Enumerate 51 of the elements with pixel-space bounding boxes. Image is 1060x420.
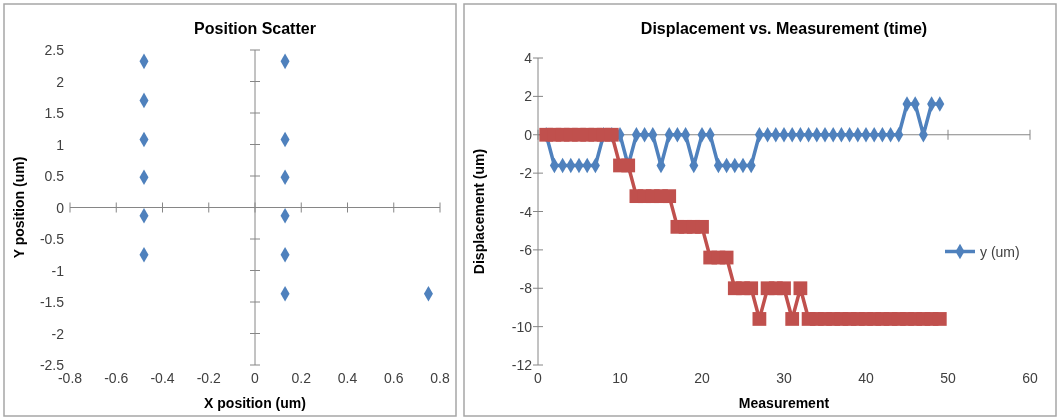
y-tick-label: -2: [51, 325, 65, 342]
chart-title: Position Scatter: [194, 20, 316, 37]
y-tick-label: 0: [56, 199, 65, 216]
x-tick-label: -0.8: [57, 370, 83, 386]
y-tick-label: -2: [519, 165, 533, 182]
x-tick-label: 0.6: [384, 370, 404, 386]
x-tick-label: 50: [940, 370, 956, 386]
x-tick-label: 20: [694, 370, 710, 386]
y-tick-label: 4: [524, 50, 533, 66]
y-tick-label: -1: [51, 262, 65, 279]
y-tick-label: -8: [519, 280, 533, 297]
x-tick-label: 10: [612, 370, 628, 386]
x-axis-title: X position (um): [204, 395, 306, 411]
y-tick-label: 1.5: [44, 105, 65, 121]
y-axis-title: Y position (um): [11, 156, 27, 259]
x-tick-label: 40: [858, 370, 874, 386]
y-tick-label: 1: [56, 136, 65, 153]
y-tick-label: 0: [524, 126, 533, 143]
x-tick-label: 60: [1022, 370, 1038, 386]
x-tick-label: 0.8: [430, 370, 450, 386]
chart-title: Displacement vs. Measurement (time): [640, 20, 928, 37]
y-tick-label: -10: [511, 318, 533, 335]
y-tick-label: -6: [519, 241, 533, 258]
y-tick-label: 0.5: [44, 168, 65, 184]
y-tick-label: 2.5: [44, 42, 65, 58]
x-tick-label: 0: [251, 370, 260, 386]
x-tick-label: 0: [534, 370, 543, 386]
x-tick-label: -0.6: [104, 370, 129, 386]
x-tick-label: 0.4: [337, 370, 358, 386]
x-axis-title: Measurement: [738, 395, 830, 411]
point: [932, 312, 947, 326]
point: [744, 281, 759, 296]
y-axis-title: Displacement (um): [471, 148, 487, 275]
x-tick-label: 0.2: [291, 370, 312, 386]
y-tick-label: 2: [56, 73, 65, 90]
y-tick-label: -4: [519, 203, 533, 220]
point: [695, 219, 709, 234]
point: [777, 281, 791, 296]
x-tick-label: -0.2: [196, 370, 222, 386]
point: [793, 281, 808, 296]
y-tick-label: 2: [524, 88, 533, 105]
legend-label: y (um): [980, 243, 1020, 260]
y-tick-label: -12: [511, 357, 533, 373]
point: [752, 312, 767, 326]
point: [662, 189, 677, 204]
y-tick-label: -0.5: [39, 231, 65, 247]
x-tick-label: -0.4: [150, 370, 175, 386]
point: [785, 312, 800, 326]
x-tick-label: 30: [776, 370, 792, 386]
y-tick-label: -2.5: [39, 357, 65, 373]
y-tick-label: -1.5: [39, 294, 65, 310]
